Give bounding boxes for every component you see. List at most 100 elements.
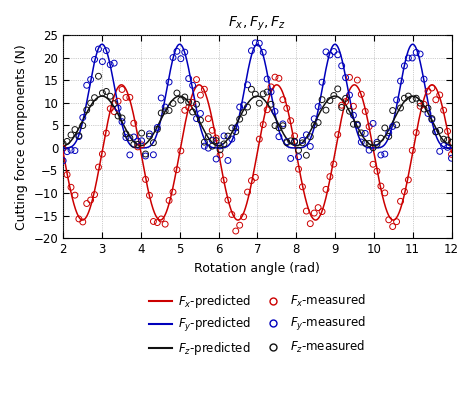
Point	[150, 152, 157, 158]
Point	[365, 123, 373, 130]
Point	[216, 146, 224, 153]
Point	[267, 84, 275, 90]
Point	[138, 142, 146, 148]
Point	[247, 48, 255, 54]
Point	[275, 75, 283, 82]
Point	[157, 216, 165, 222]
Point	[346, 92, 353, 98]
Point	[169, 189, 177, 195]
Point	[385, 133, 392, 140]
Point	[275, 125, 283, 131]
Point	[201, 143, 208, 149]
Point	[342, 98, 349, 105]
Point	[59, 140, 67, 147]
Point	[397, 105, 404, 111]
Point	[130, 120, 137, 126]
Point	[428, 85, 436, 91]
Point	[252, 40, 259, 46]
Point	[307, 134, 314, 140]
Point	[291, 133, 299, 139]
Point	[142, 153, 149, 159]
Point	[401, 188, 408, 195]
Point	[189, 109, 196, 115]
Point	[209, 127, 216, 134]
Point	[295, 147, 302, 154]
Point	[377, 183, 385, 189]
Point	[197, 117, 204, 124]
Point	[154, 124, 161, 131]
Point	[169, 100, 177, 107]
Point	[405, 93, 412, 99]
Point	[201, 139, 208, 145]
Point	[99, 151, 106, 157]
Point	[138, 130, 146, 136]
Point	[130, 134, 137, 140]
Point	[255, 40, 263, 46]
Point	[267, 101, 275, 108]
Point	[181, 94, 189, 100]
Point	[448, 139, 456, 146]
Point	[322, 186, 330, 192]
Point	[110, 100, 118, 107]
Point	[107, 93, 114, 100]
Point	[440, 136, 447, 142]
Point	[236, 104, 244, 110]
Point	[322, 49, 330, 55]
Point	[177, 97, 185, 103]
Point	[295, 166, 302, 172]
Point	[346, 74, 353, 80]
Point	[436, 148, 444, 154]
Point	[79, 219, 87, 225]
Point	[146, 131, 153, 137]
Point	[154, 126, 161, 132]
Point	[197, 92, 204, 98]
Point	[354, 121, 361, 128]
Point	[350, 103, 357, 110]
Point	[369, 144, 377, 151]
Point	[240, 102, 247, 108]
Point	[420, 101, 428, 108]
Point	[334, 52, 342, 58]
Point	[99, 58, 106, 65]
Point	[428, 116, 436, 123]
Point	[193, 115, 201, 122]
Point	[299, 137, 306, 144]
Point	[185, 104, 192, 111]
Point	[134, 144, 141, 150]
Point	[271, 74, 279, 80]
Point	[204, 116, 212, 122]
Point	[64, 172, 71, 178]
Point	[247, 86, 255, 92]
Point	[212, 135, 220, 141]
Point	[412, 49, 420, 56]
Point	[59, 158, 67, 164]
Point	[236, 222, 244, 228]
Point	[244, 189, 251, 195]
Point	[107, 106, 114, 112]
Point	[291, 138, 299, 144]
Point	[271, 122, 279, 129]
Point	[255, 136, 263, 142]
Point	[369, 161, 377, 168]
Point	[157, 95, 165, 101]
Point	[173, 166, 181, 173]
Point	[197, 110, 204, 117]
Point	[177, 56, 185, 62]
Point	[212, 138, 220, 144]
Point	[165, 107, 173, 114]
Point	[220, 141, 228, 147]
Point	[314, 204, 322, 211]
Point	[444, 128, 451, 134]
Point	[189, 99, 196, 106]
Point	[295, 154, 302, 160]
Point	[244, 104, 251, 110]
Point	[264, 76, 271, 82]
Point	[330, 161, 337, 167]
Point	[322, 107, 330, 113]
Point	[440, 107, 447, 114]
Point	[428, 115, 436, 122]
Point	[259, 91, 267, 97]
Point	[122, 131, 130, 137]
Point	[99, 90, 106, 96]
Point	[424, 88, 432, 94]
